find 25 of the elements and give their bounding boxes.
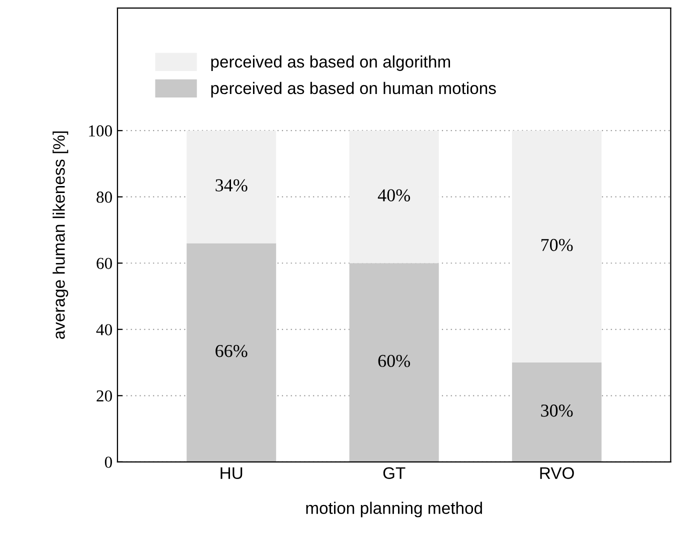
y-tick-label: 20: [96, 390, 112, 402]
x-axis-title: motion planning method: [306, 502, 482, 518]
y-tick-label: 40: [96, 324, 112, 336]
data-label: 66%: [216, 344, 248, 358]
data-label: 70%: [541, 238, 573, 252]
y-tick-label: 60: [96, 258, 112, 270]
y-tick-label: 100: [89, 125, 112, 137]
y-tick-label: 80: [96, 192, 112, 203]
bar: [349, 130, 439, 264]
bar: [512, 130, 602, 363]
legend-label: perceived as based on human motions: [211, 82, 496, 98]
legend-label: perceived as based on algorithm: [211, 55, 450, 71]
x-tick-label: GT: [383, 467, 406, 480]
bar: [186, 243, 276, 462]
bar: [512, 362, 602, 462]
x-tick-label: HU: [220, 467, 242, 480]
y-axis-title: average human likeness [%]: [52, 131, 68, 339]
data-label: 40%: [378, 189, 410, 202]
data-label: 34%: [216, 179, 248, 192]
y-tick-label: 0: [104, 456, 112, 468]
x-tick-label: RVO: [540, 467, 574, 480]
data-label: 60%: [378, 354, 410, 368]
bar: [186, 130, 276, 244]
bar: [349, 263, 439, 462]
data-label: 30%: [541, 404, 573, 417]
